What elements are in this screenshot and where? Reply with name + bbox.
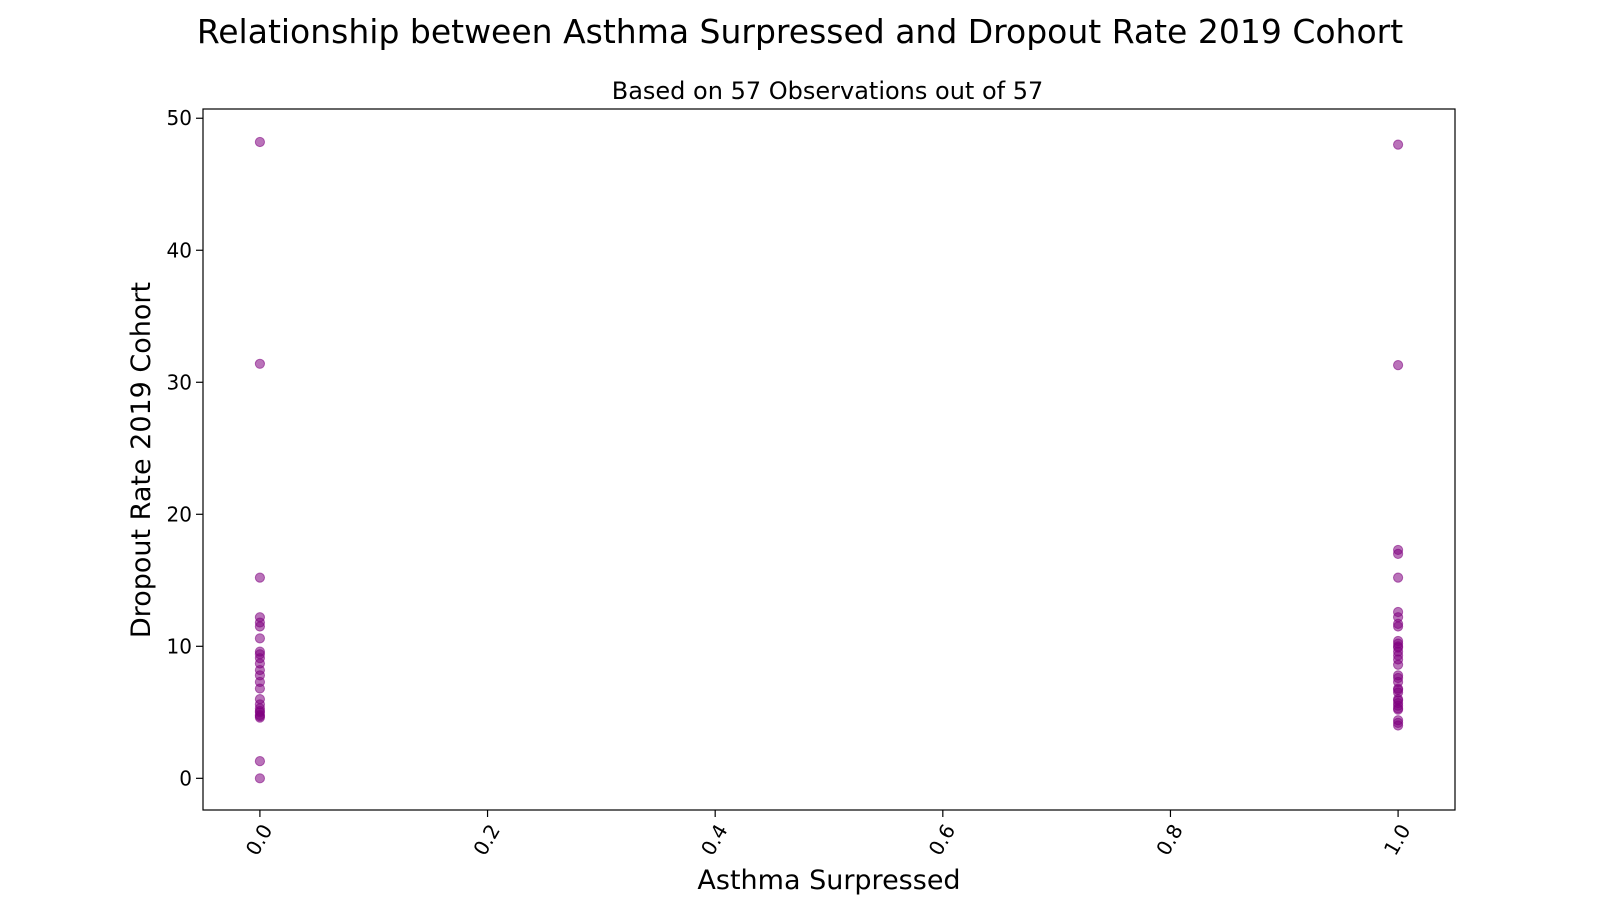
- data-point: [1392, 704, 1404, 715]
- y-tick-label: 50: [167, 106, 192, 130]
- y-tick-label: 40: [167, 238, 192, 262]
- data-point: [1392, 720, 1404, 731]
- data-point: [254, 358, 266, 369]
- y-axis-label: Dropout Rate 2019 Cohort: [126, 282, 157, 638]
- chart-subtitle: Based on 57 Observations out of 57: [611, 77, 1044, 105]
- y-tick-label: 0: [179, 766, 192, 790]
- x-tick-label: 0.6: [924, 820, 961, 860]
- y-tick-label: 30: [167, 370, 192, 394]
- x-axis-label: Asthma Surpressed: [697, 865, 960, 896]
- data-point: [1392, 695, 1404, 706]
- chart-title: Relationship between Asthma Surpressed a…: [196, 12, 1404, 51]
- data-point: [1392, 621, 1404, 632]
- data-point: [254, 572, 266, 583]
- x-tick-label: 0.4: [696, 820, 733, 860]
- x-tick-label: 1.0: [1379, 820, 1416, 860]
- data-point: [1392, 139, 1404, 150]
- data-point: [254, 683, 266, 694]
- data-point: [254, 773, 266, 784]
- data-point: [254, 136, 266, 148]
- data-point: [1392, 548, 1404, 559]
- data-point: [254, 633, 266, 644]
- data-point: [1392, 654, 1404, 665]
- data-point: [1392, 572, 1404, 583]
- x-axis: 0.0 0.2 0.4 0.6 0.8 1.0: [241, 810, 1416, 860]
- data-point: [254, 621, 266, 632]
- y-axis: 0 10 20 30 40 50: [167, 106, 203, 790]
- data-point: [254, 712, 266, 723]
- y-tick-label: 10: [167, 634, 192, 658]
- x-tick-label: 0.2: [468, 820, 505, 860]
- plot-area: [202, 108, 1456, 811]
- data-point: [1392, 360, 1404, 371]
- data-point: [1392, 684, 1404, 695]
- x-tick-label: 0.8: [1151, 820, 1188, 860]
- x-tick-label: 0.0: [241, 820, 278, 860]
- data-points: [254, 136, 1404, 784]
- y-tick-label: 20: [167, 502, 192, 526]
- data-point: [1392, 641, 1404, 652]
- data-point: [254, 756, 266, 767]
